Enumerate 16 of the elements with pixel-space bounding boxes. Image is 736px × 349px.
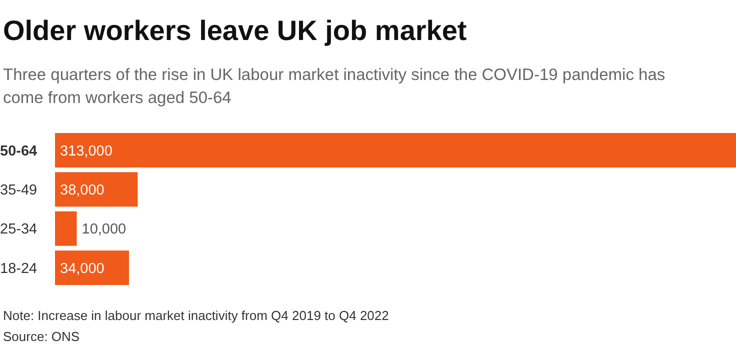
- data-label: 10,000: [82, 222, 126, 238]
- bar: [55, 133, 736, 168]
- y-tick-label: 25-34: [0, 222, 38, 238]
- text: Note: Increase in labour market inactivity from Q4 2019 to Q4 2022: [3, 308, 389, 323]
- y-tick-label: 35-49: [0, 182, 38, 198]
- bar: [55, 172, 138, 207]
- bar: [55, 211, 77, 246]
- y-tick-label: 50-64: [0, 143, 38, 160]
- data-label: 38,000: [60, 182, 104, 198]
- chart-title: Older workers leave UK job market: [3, 15, 467, 46]
- bar: [55, 250, 129, 285]
- chart-subtitle: Three quarters of the rise in UK labour market inactivity since the COVID-19 pandemic has come from workers aged 50-64: [3, 66, 666, 107]
- data-label: 313,000: [60, 143, 112, 160]
- y-tick-label: 18-24: [0, 260, 38, 277]
- data-label: 34,000: [60, 260, 104, 277]
- source-note: Source: ONS: [3, 329, 80, 344]
